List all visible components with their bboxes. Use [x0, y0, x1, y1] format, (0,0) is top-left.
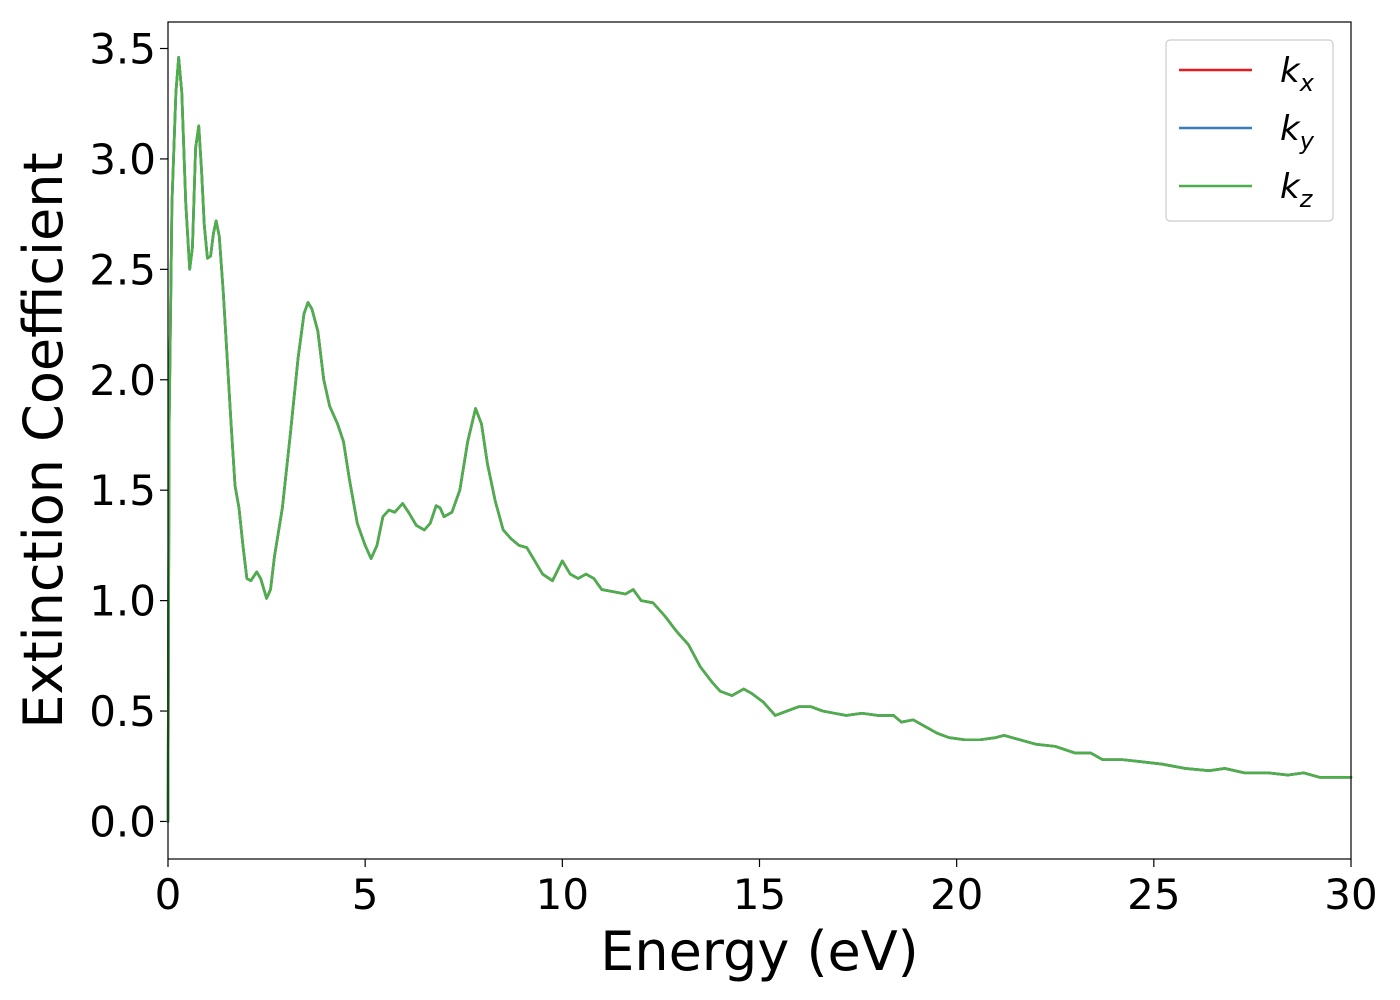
- x-tick-label: 10: [536, 870, 589, 919]
- y-tick-label: 0.0: [89, 797, 156, 846]
- y-axis-label: Extinction Coefficient: [12, 152, 75, 728]
- legend-label-ky: ky: [1280, 109, 1315, 155]
- y-tick-label: 1.5: [89, 466, 156, 515]
- series-line-kz: [166, 56, 1353, 823]
- x-axis-ticks: 0 5 10 15 20 25 30: [155, 859, 1378, 919]
- y-tick-label: 2.5: [89, 245, 156, 294]
- legend-box: [1165, 39, 1334, 222]
- y-tick-label: 1.0: [89, 577, 156, 626]
- y-tick-label: 3.0: [89, 135, 156, 184]
- y-tick-label: 0.5: [89, 687, 156, 736]
- legend-label-kx: kx: [1280, 51, 1315, 97]
- x-tick-label: 0: [155, 870, 182, 919]
- y-tick-label: 2.0: [89, 356, 156, 405]
- plot-frame: [167, 21, 1352, 860]
- y-tick-label: 3.5: [89, 25, 156, 74]
- plot-lines: [166, 56, 1353, 823]
- legend-label-kz: kz: [1280, 167, 1314, 213]
- x-axis-label: Energy (eV): [600, 920, 919, 983]
- x-tick-label: 5: [352, 870, 379, 919]
- legend: kx ky kz: [1165, 39, 1334, 222]
- y-axis-ticks: 0.0 0.5 1.0 1.5 2.0 2.5 3.0 3.5: [89, 25, 168, 846]
- x-tick-label: 15: [733, 870, 786, 919]
- x-tick-label: 30: [1324, 870, 1377, 919]
- x-tick-label: 20: [930, 870, 983, 919]
- x-tick-label: 25: [1127, 870, 1180, 919]
